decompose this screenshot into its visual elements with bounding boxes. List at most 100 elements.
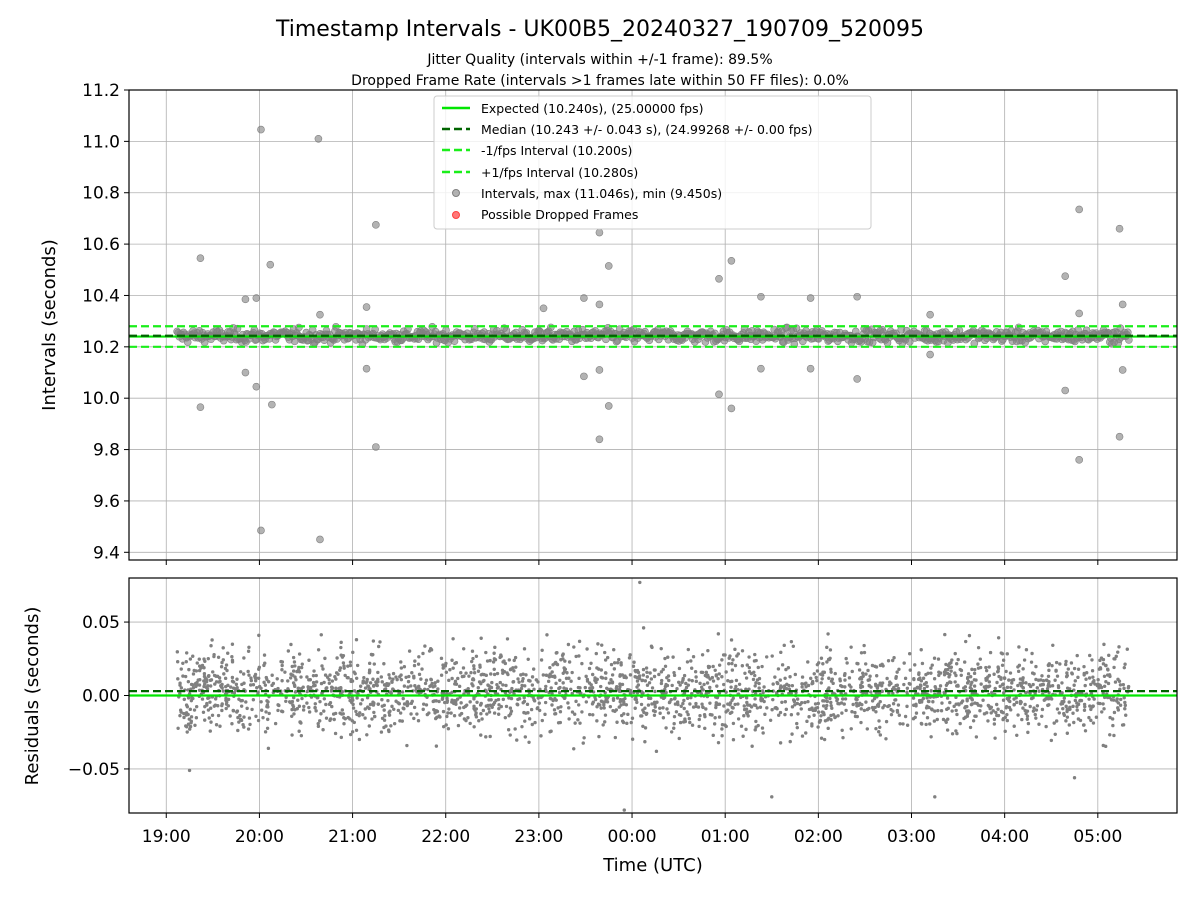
data-point [292,660,297,664]
data-point [598,703,602,707]
data-point [406,685,410,689]
data-point [686,647,691,652]
data-point [1075,701,1079,705]
data-point [1075,205,1083,214]
data-point [1102,642,1106,647]
data-point [349,679,353,684]
data-point [301,708,306,712]
data-point [953,680,957,684]
data-point [645,670,649,675]
data-point [290,707,294,712]
chart-subtitle-dropped: Dropped Frame Rate (intervals >1 frames … [351,73,849,89]
data-point [784,667,788,672]
data-point [581,741,585,745]
data-point [189,682,194,687]
data-point [862,708,867,713]
data-point [1046,663,1051,668]
data-point [612,648,616,652]
data-point [266,260,275,269]
data-point [296,686,300,691]
data-point [714,703,718,707]
data-point [760,697,765,701]
data-point [421,651,425,656]
data-point [763,712,767,717]
data-point [780,700,784,704]
data-point [1065,707,1069,711]
data-point [672,726,676,730]
data-point [300,662,304,666]
data-point [221,646,225,650]
data-point [419,677,423,681]
data-point [884,719,889,724]
data-point [553,661,557,665]
data-point [1111,698,1116,702]
data-point [932,719,937,723]
data-point [210,638,214,642]
data-point [324,716,329,720]
data-point [1069,661,1074,665]
data-point [708,712,713,717]
data-point [482,672,486,677]
data-point [185,725,189,729]
data-point [412,705,417,710]
data-point [821,704,826,708]
data-point [874,710,878,714]
data-point [523,719,527,723]
data-point [605,696,610,700]
data-point [754,681,758,685]
data-point [878,681,882,685]
data-point [617,705,621,709]
data-point [362,675,366,680]
data-point [684,685,689,690]
data-point [641,708,645,712]
data-point [572,747,576,751]
data-point [604,671,608,675]
data-point [437,699,441,704]
data-point [382,708,386,712]
data-point [1004,669,1008,674]
data-point [496,712,501,716]
data-point [238,713,242,718]
data-point [959,668,964,673]
y-tick-label: 9.8 [93,441,120,461]
data-point [359,702,363,706]
data-point [853,375,861,383]
data-point [626,712,630,717]
data-point [911,717,916,721]
data-point [413,684,417,688]
data-point [531,667,536,671]
data-point [286,649,291,653]
data-point [217,676,222,680]
data-point [956,657,960,662]
data-point [895,708,900,713]
data-point [550,670,554,674]
data-point [705,681,710,685]
data-point [639,702,644,707]
data-point [599,684,603,689]
data-point [752,703,756,707]
data-point [599,675,603,680]
data-point [694,675,698,679]
data-point [1098,701,1102,706]
data-point [748,703,752,707]
data-point [953,671,957,675]
data-point [843,678,847,682]
data-point [711,679,716,683]
data-point [196,254,205,263]
data-point [492,651,496,655]
data-point [372,221,380,229]
data-point [844,656,848,661]
data-point [242,656,246,660]
data-point [653,702,657,707]
data-point [789,713,794,717]
data-point [1041,679,1046,683]
data-point [672,714,677,719]
data-point [332,717,336,722]
data-point [643,679,648,683]
data-point [1009,685,1013,690]
data-point [567,717,571,721]
data-point [829,670,833,674]
data-point [942,670,947,674]
data-point [1022,658,1027,662]
data-point [327,677,331,682]
